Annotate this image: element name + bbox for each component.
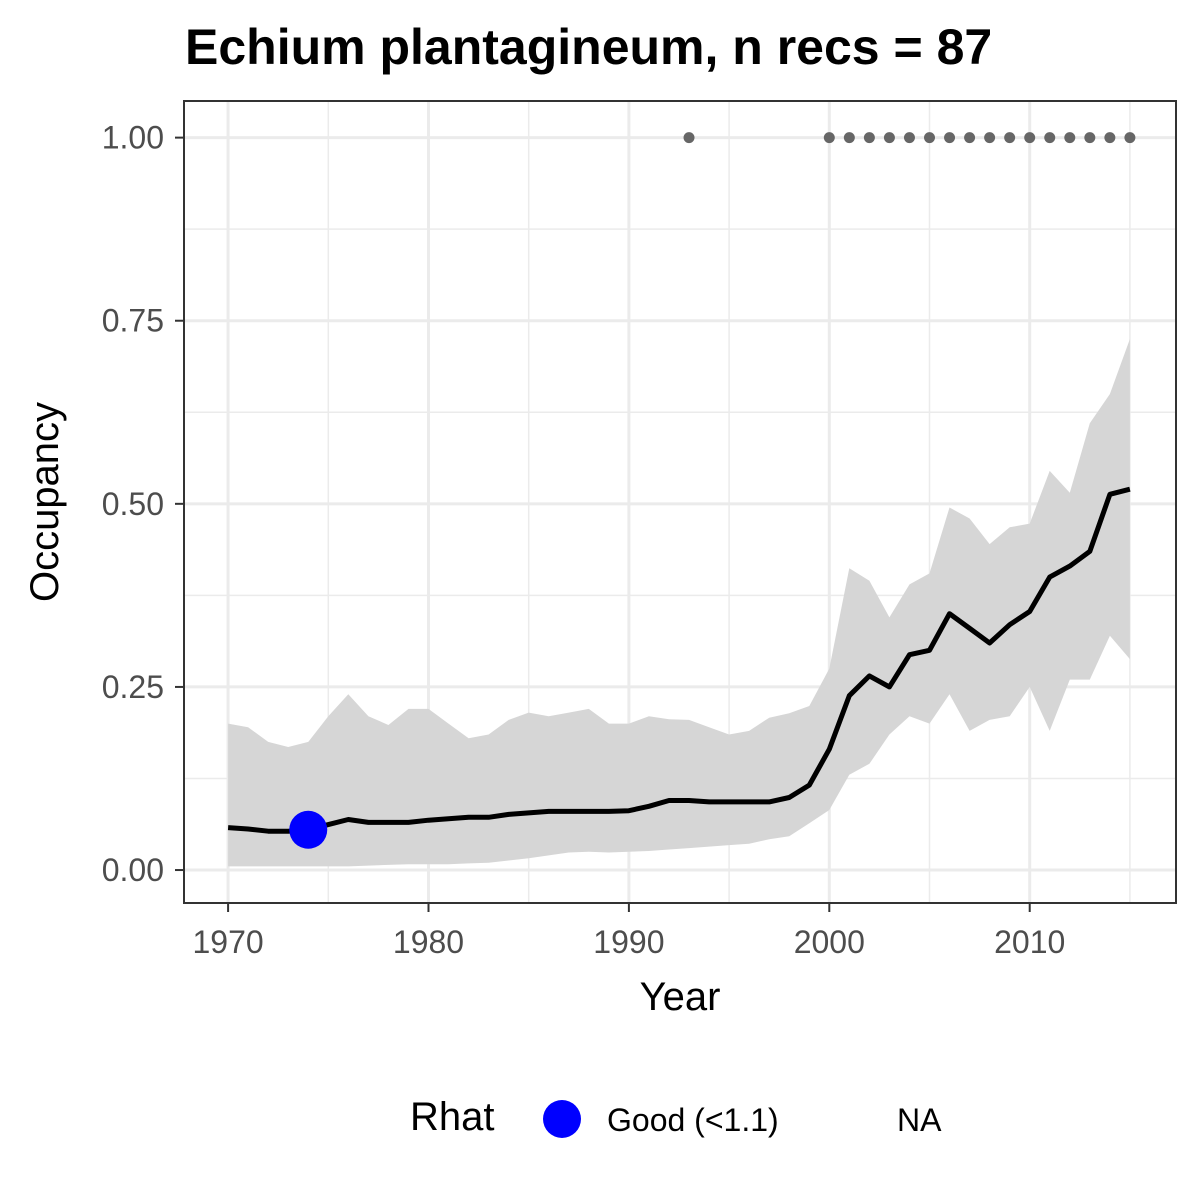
detection-point [1084,132,1096,144]
detection-point [843,132,855,144]
detection-point [924,132,936,144]
x-tick-label: 2000 [794,924,865,960]
detection-point [883,132,895,144]
detection-point [1004,132,1016,144]
legend-good-marker [543,1100,581,1138]
x-tick-label: 1990 [593,924,664,960]
legend-good-label: Good (<1.1) [607,1102,779,1138]
x-tick-label: 1970 [192,924,263,960]
y-tick-label: 0.75 [102,303,164,339]
detection-point [944,132,956,144]
detection-point [903,132,915,144]
legend-title: Rhat [410,1095,495,1139]
rhat-points-layer [289,810,328,849]
detection-point [683,132,695,144]
detection-point [823,132,835,144]
x-tick-label: 1980 [393,924,464,960]
y-tick-label: 0.50 [102,486,164,522]
x-axis-ticks: 1970 1980 1990 2000 2010 [192,903,1065,960]
detection-point [1024,132,1036,144]
y-axis-title: Occupancy [23,402,67,602]
detection-point [1044,132,1056,144]
detection-point [1124,132,1136,144]
panel-border [183,100,1177,904]
y-tick-label: 0.25 [102,669,164,705]
x-axis-title: Year [640,975,721,1019]
x-tick-label: 2010 [994,924,1065,960]
plot-area: 1970 1980 1990 2000 2010 0.00 0.25 0.50 0.75 1.0… [23,100,1177,1019]
y-tick-label: 0.00 [102,852,164,888]
detection-points-layer [683,132,1136,144]
detection-point [1104,132,1116,144]
detection-point [863,132,875,144]
detection-point [1064,132,1076,144]
y-tick-label: 1.00 [102,120,164,156]
legend: Rhat Good (<1.1) NA [0,1092,1200,1152]
chart-title: Echium plantagineum, n recs = 87 [185,19,993,75]
rhat-good-point [289,810,328,849]
y-axis-ticks: 0.00 0.25 0.50 0.75 1.00 [102,120,184,888]
detection-point [964,132,976,144]
confidence-ribbon-layer [228,339,1130,867]
confidence-ribbon [228,339,1130,867]
legend-na-label: NA [897,1102,942,1138]
detection-point [984,132,996,144]
mean-line-layer [227,486,1131,834]
mean-occupancy-line [227,486,1131,834]
